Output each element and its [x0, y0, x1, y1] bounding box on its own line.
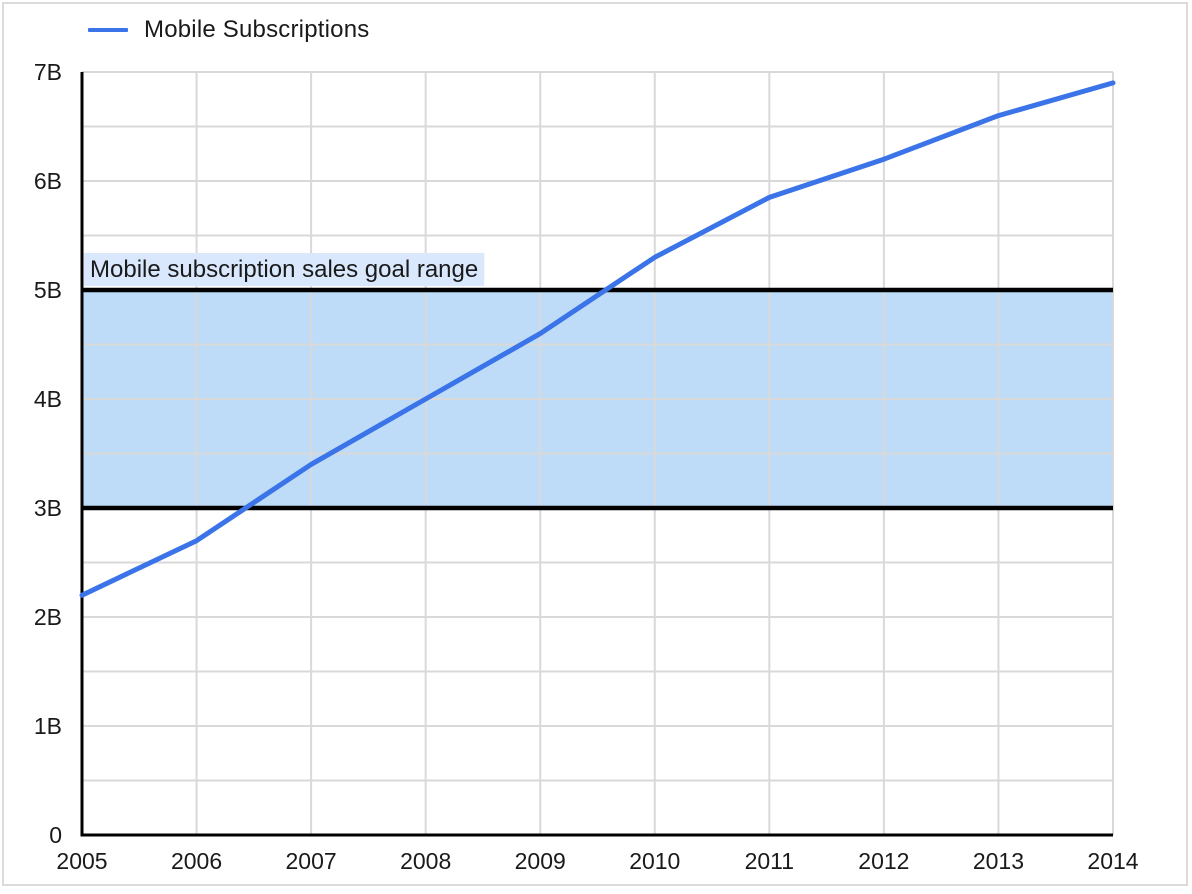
series-line-mobile-subscriptions [79, 80, 1116, 598]
x-axis-tick-label: 2009 [515, 848, 566, 874]
x-axis-tick-label: 2011 [745, 848, 794, 874]
x-axis-tick-label: 2007 [286, 848, 337, 874]
x-axis-tick-label: 2008 [400, 848, 451, 874]
y-axis-tick-label: 3B [34, 495, 62, 521]
y-axis-tick-label: 7B [34, 59, 62, 85]
y-axis-tick-label: 6B [34, 168, 62, 194]
y-axis-tick-label: 1B [34, 713, 62, 739]
y-axis-tick-label: 0 [49, 822, 62, 848]
legend-series-label: Mobile Subscriptions [144, 16, 370, 43]
legend: Mobile Subscriptions [88, 16, 369, 44]
y-axis-tick-label: 2B [34, 604, 62, 630]
x-axis-tick-label: 2014 [1087, 848, 1138, 874]
goal-range-annotation-bg [84, 253, 485, 286]
legend-line-swatch [88, 28, 128, 32]
x-axis-tick-label: 2006 [171, 848, 222, 874]
x-axis-tick-label: 2013 [973, 848, 1024, 874]
x-axis-tick-label: 2012 [858, 848, 909, 874]
x-axis-tick-label: 2005 [56, 848, 107, 874]
y-axis-tick-label: 4B [34, 386, 62, 412]
goal-range-annotation-label: Mobile subscription sales goal range [90, 256, 478, 283]
y-axis-tick-label: 5B [34, 277, 62, 303]
x-axis-tick-label: 2010 [629, 848, 680, 874]
